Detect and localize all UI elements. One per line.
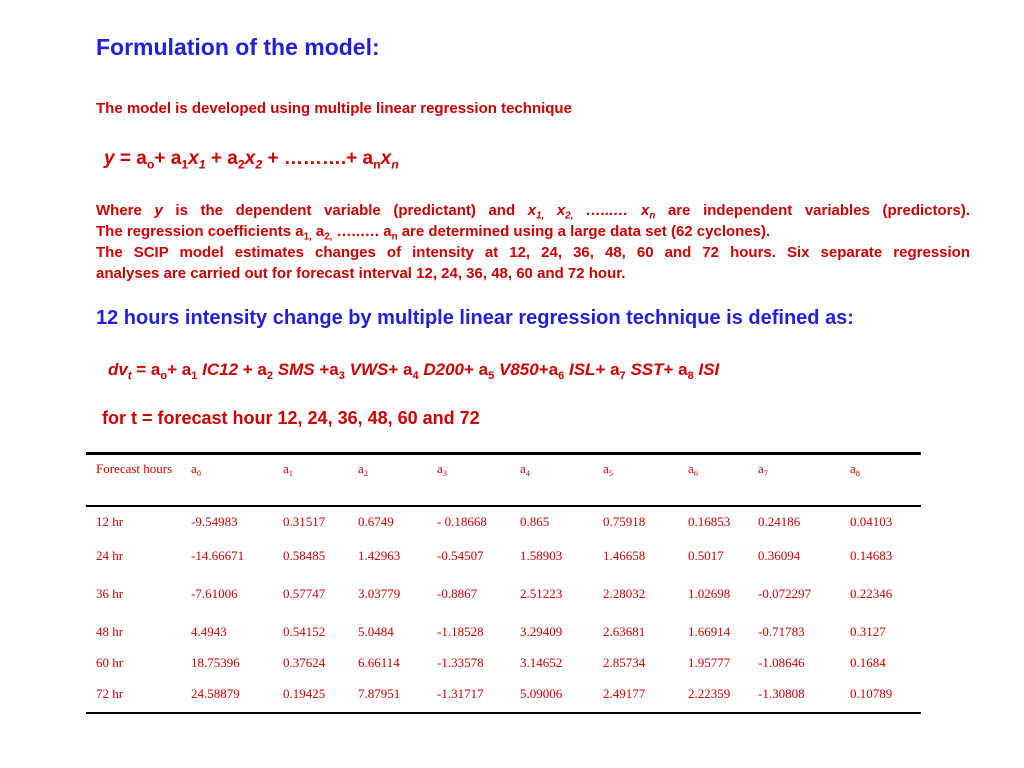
para-line-3: The SCIP model estimates changes of inte… — [96, 244, 970, 261]
header-coef-a2: a2 — [358, 461, 368, 478]
coef-cell: 0.865 — [520, 514, 550, 529]
forecast-hours-note: for t = forecast hour 12, 24, 36, 48, 60… — [102, 408, 480, 428]
coef-cell: 2.63681 — [603, 624, 646, 639]
coef-cell: 0.5017 — [688, 548, 724, 563]
table-row: 24 hr -14.66671 0.58485 1.42963 -0.54507 1.58… — [86, 537, 921, 575]
para-line-1: Where y is the dependent variable (predi… — [96, 202, 970, 222]
coef-cell: 4.4943 — [191, 624, 227, 639]
forecast-hour-cell: 12 hr — [96, 514, 124, 529]
para-line-4: analyses are carried out for forecast in… — [96, 265, 626, 282]
coef-cell: 0.6749 — [358, 514, 394, 529]
header-forecast-hours: Forecast hours — [96, 461, 173, 476]
coef-cell: 5.0484 — [358, 624, 394, 639]
coef-cell: 0.19425 — [283, 685, 326, 701]
header-coef-a0: a0 — [191, 461, 201, 478]
coef-cell: -0.8867 — [437, 586, 478, 601]
coef-cell: 6.66114 — [358, 655, 400, 670]
coefficients-table: Forecast hours a0 a1 a2 a3 a4 a5 a6 a7 a8 12 hr -9… — [86, 452, 921, 714]
coef-cell: 1.95777 — [688, 655, 731, 670]
forecast-hour-cell: 48 hr — [96, 624, 124, 639]
coef-cell: -0.71783 — [758, 624, 805, 639]
coef-cell: 2.85734 — [603, 655, 646, 670]
coef-cell: 1.66914 — [688, 624, 731, 639]
coef-cell: - 0.18668 — [437, 514, 487, 529]
coef-cell: -1.08646 — [758, 655, 805, 670]
intro-text: The model is developed using multiple li… — [96, 100, 572, 117]
coef-cell: 3.03779 — [358, 586, 401, 601]
forecast-hour-cell: 60 hr — [96, 655, 124, 670]
header-coef-a6: a6 — [688, 461, 698, 478]
table-row: 72 hr 24.58879 0.19425 7.87951 -1.31717 5.090… — [86, 675, 921, 713]
table-row: 36 hr -7.61006 0.57747 3.03779 -0.8867 2.5122… — [86, 575, 921, 613]
coef-cell: 2.49177 — [603, 685, 646, 701]
coef-cell: -1.33578 — [437, 655, 484, 670]
coef-cell: 0.31517 — [283, 514, 326, 529]
coef-cell: 1.42963 — [358, 548, 401, 563]
coef-cell: -14.66671 — [191, 548, 245, 563]
table-header-row: Forecast hours a0 a1 a2 a3 a4 a5 a6 a7 a8 — [86, 453, 921, 506]
forecast-hour-cell: 36 hr — [96, 586, 124, 601]
section-heading: 12 hours intensity change by multiple li… — [96, 307, 854, 329]
coef-cell: 0.14683 — [850, 548, 893, 563]
coef-cell: 0.54152 — [283, 624, 326, 639]
coef-cell: -1.31717 — [437, 685, 484, 701]
header-coef-a3: a3 — [437, 461, 447, 478]
forecast-hour-cell: 24 hr — [96, 548, 124, 563]
coef-cell: 0.16853 — [688, 514, 731, 529]
coef-cell: 2.28032 — [603, 586, 646, 601]
coef-cell: 0.24186 — [758, 514, 801, 529]
coef-cell: 3.14652 — [520, 655, 563, 670]
intensity-equation: dvt = ao+ a1 IC12 + a2 SMS +a3 VWS+ a4 D… — [108, 360, 720, 382]
coef-cell: 0.10789 — [850, 685, 893, 701]
description-paragraph: Where y is the dependent variable (predi… — [96, 200, 970, 284]
header-coef-a8: a8 — [850, 461, 860, 478]
coef-cell: -1.30808 — [758, 685, 805, 701]
coef-cell: 2.51223 — [520, 586, 563, 601]
coef-cell: 0.75918 — [603, 514, 646, 529]
coef-cell: 0.36094 — [758, 548, 801, 563]
header-coef-a4: a4 — [520, 461, 530, 478]
coef-cell: 1.02698 — [688, 586, 731, 601]
coef-cell: -9.54983 — [191, 514, 238, 529]
coef-cell: 0.22346 — [850, 586, 893, 601]
coef-cell: 0.58485 — [283, 548, 326, 563]
forecast-hour-cell: 72 hr — [96, 685, 124, 701]
regression-equation: y = ao+ a1x1 + a2x2 + ……….+ anxn — [104, 148, 399, 172]
coef-cell: 2.22359 — [688, 685, 731, 701]
coef-cell: 0.57747 — [283, 586, 326, 601]
coef-cell: 18.75396 — [191, 655, 240, 670]
coef-cell: 0.37624 — [283, 655, 326, 670]
coef-cell: 0.04103 — [850, 514, 893, 529]
coef-cell: 1.46658 — [603, 548, 646, 563]
coef-cell: -7.61006 — [191, 586, 238, 601]
coef-cell: 0.3127 — [850, 624, 886, 639]
header-coef-a5: a5 — [603, 461, 613, 478]
slide-title: Formulation of the model: — [96, 34, 380, 60]
coef-cell: 0.1684 — [850, 655, 886, 670]
table-row: 48 hr 4.4943 0.54152 5.0484 -1.18528 3.29409 2… — [86, 613, 921, 651]
coef-cell: -0.072297 — [758, 586, 812, 601]
coef-cell: 5.09006 — [520, 685, 563, 701]
coef-cell: 3.29409 — [520, 624, 563, 639]
coef-cell: -0.54507 — [437, 548, 484, 563]
para-line-2: The regression coefficients a1, a2, …..…… — [96, 223, 771, 243]
coef-cell: 7.87951 — [358, 685, 401, 701]
coef-cell: 1.58903 — [520, 548, 563, 563]
coef-cell: 24.58879 — [191, 685, 240, 701]
coef-cell: -1.18528 — [437, 624, 484, 639]
table-row: 60 hr 18.75396 0.37624 6.66114 -1.33578 3.146… — [86, 651, 921, 675]
header-coef-a1: a1 — [283, 461, 293, 478]
table-row: 12 hr -9.54983 0.31517 0.6749 - 0.18668 0.865… — [86, 506, 921, 537]
header-coef-a7: a7 — [758, 461, 768, 478]
